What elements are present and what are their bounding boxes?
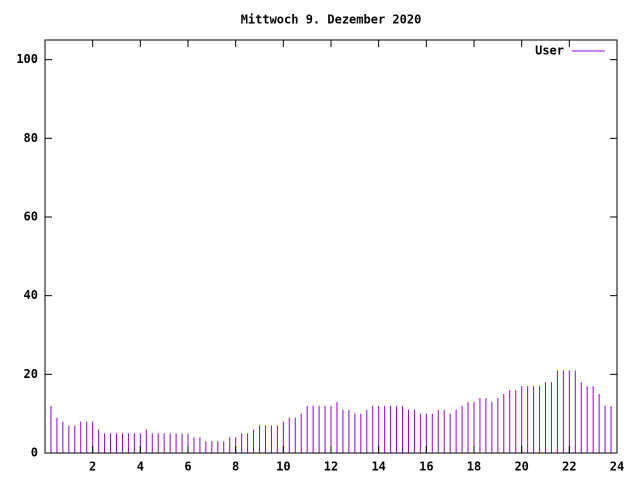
x-tick-label: 14 bbox=[371, 460, 385, 474]
x-tick-label: 4 bbox=[137, 460, 144, 474]
x-tick-label: 12 bbox=[324, 460, 338, 474]
x-tick-label: 10 bbox=[276, 460, 290, 474]
x-tick-label: 22 bbox=[562, 460, 576, 474]
y-tick-label: 40 bbox=[24, 288, 38, 302]
x-tick-label: 2 bbox=[89, 460, 96, 474]
plot-border bbox=[44, 39, 618, 454]
y-tick-label: 60 bbox=[24, 210, 38, 224]
x-tick-label: 6 bbox=[184, 460, 191, 474]
x-tick-label: 20 bbox=[514, 460, 528, 474]
y-tick-label: 20 bbox=[24, 367, 38, 381]
y-tick-label: 80 bbox=[24, 131, 38, 145]
x-tick-label: 16 bbox=[419, 460, 433, 474]
chart-title: Mittwoch 9. Dezember 2020 bbox=[241, 13, 422, 27]
y-tick-label: 100 bbox=[16, 52, 38, 66]
x-tick-label: 18 bbox=[467, 460, 481, 474]
y-tick-label: 0 bbox=[31, 446, 38, 460]
legend-label: User bbox=[535, 44, 564, 58]
x-tick-label: 8 bbox=[232, 460, 239, 474]
x-tick-label: 24 bbox=[610, 460, 624, 474]
